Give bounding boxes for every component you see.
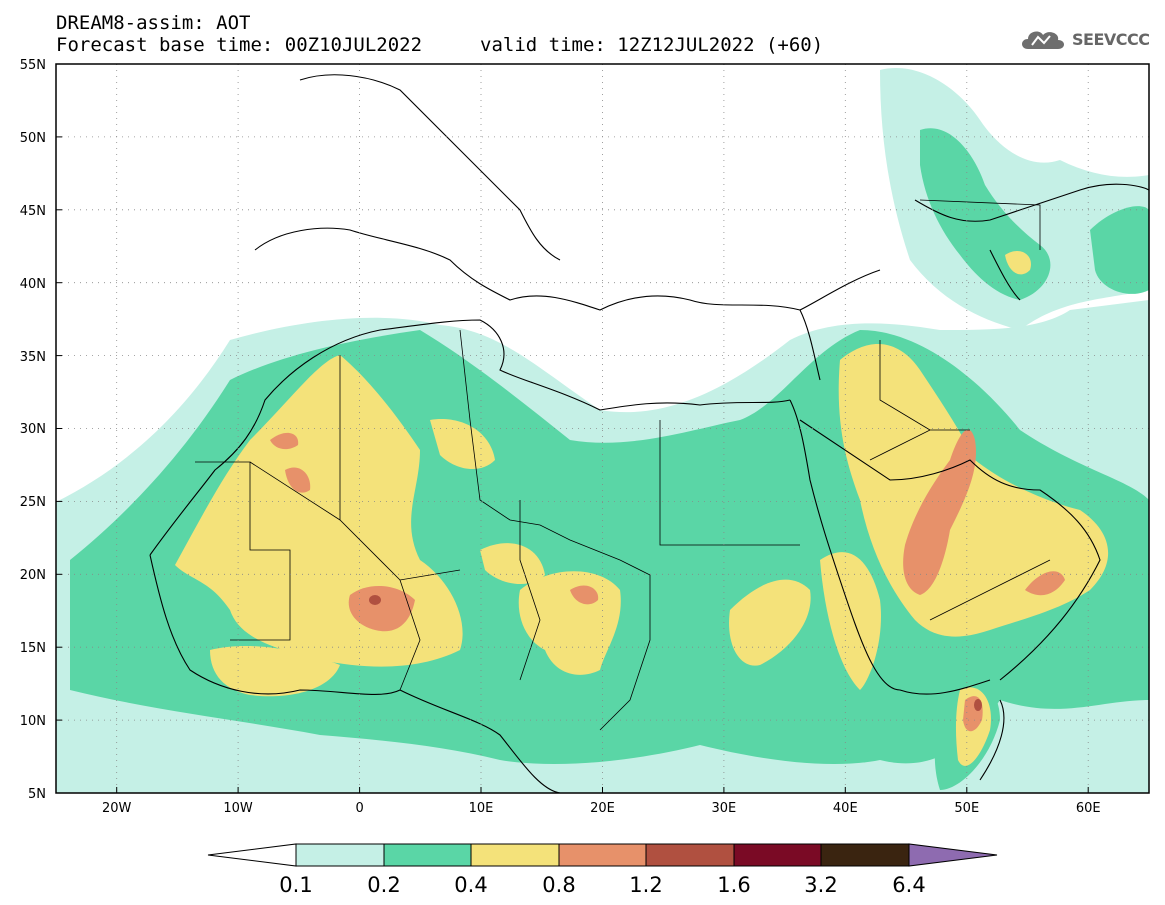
lat-label: 55N	[20, 58, 46, 73]
lon-label: 10W	[223, 801, 253, 816]
lon-label: 20E	[590, 801, 615, 816]
lat-label: 50N	[20, 131, 46, 146]
valid-time: valid time: 12Z12JUL2022 (+60)	[480, 34, 824, 56]
lon-labels: 20W 10W 0 10E 20E 30E 40E 50E 60E	[102, 801, 1101, 816]
colorbar-left-arrow	[207, 843, 297, 867]
colorbar-label: 6.4	[892, 873, 925, 897]
coastlines	[149, 74, 1149, 793]
lon-label: 50E	[954, 801, 979, 816]
lon-label: 20W	[102, 801, 132, 816]
lat-label: 20N	[20, 568, 46, 583]
map-title: DREAM8-assim: AOT	[56, 12, 251, 34]
lon-label: 0	[355, 801, 363, 816]
colorbar-right-arrow	[908, 843, 998, 867]
country-borders	[195, 199, 1051, 731]
colorbar-segment	[645, 843, 735, 867]
lon-label: 60E	[1076, 801, 1101, 816]
colorbar-segment	[820, 843, 910, 867]
colorbar-segment	[470, 843, 560, 867]
cloud-icon	[1022, 31, 1064, 49]
colorbar-label: 1.6	[717, 873, 750, 897]
colorbar	[207, 843, 998, 867]
logo-text: SEEVCCC	[1072, 29, 1150, 49]
lon-label: 10E	[469, 801, 494, 816]
axis-ticks	[56, 136, 1089, 793]
colorbar-segment	[733, 843, 822, 867]
lat-label: 35N	[20, 350, 46, 365]
lat-label: 15N	[20, 641, 46, 656]
lat-label: 5N	[28, 787, 46, 802]
colorbar-segment	[558, 843, 647, 867]
forecast-base-time: Forecast base time: 00Z10JUL2022	[56, 34, 423, 56]
colorbar-label: 0.2	[367, 873, 400, 897]
colorbar-label: 3.2	[804, 873, 837, 897]
lon-label: 30E	[712, 801, 737, 816]
colorbar-segment	[383, 843, 472, 867]
lat-labels: 55N 50N 45N 40N 35N 30N 25N 20N 15N 10N …	[20, 58, 46, 802]
lat-label: 30N	[20, 422, 46, 437]
colorbar-label: 0.4	[454, 873, 487, 897]
seevccc-logo: SEEVCCC	[1018, 24, 1150, 54]
lat-label: 45N	[20, 204, 46, 219]
colorbar-label: 0.1	[279, 873, 312, 897]
lat-label: 25N	[20, 495, 46, 510]
lat-label: 10N	[20, 714, 46, 729]
colorbar-label: 1.2	[629, 873, 662, 897]
colorbar-labels: 0.1 0.2 0.4 0.8 1.2 1.6 3.2 6.4	[279, 873, 925, 897]
colorbar-segment	[295, 843, 385, 867]
colorbar-label: 0.8	[542, 873, 575, 897]
graticule	[56, 64, 1149, 793]
lat-label: 40N	[20, 277, 46, 292]
lon-label: 40E	[833, 801, 858, 816]
